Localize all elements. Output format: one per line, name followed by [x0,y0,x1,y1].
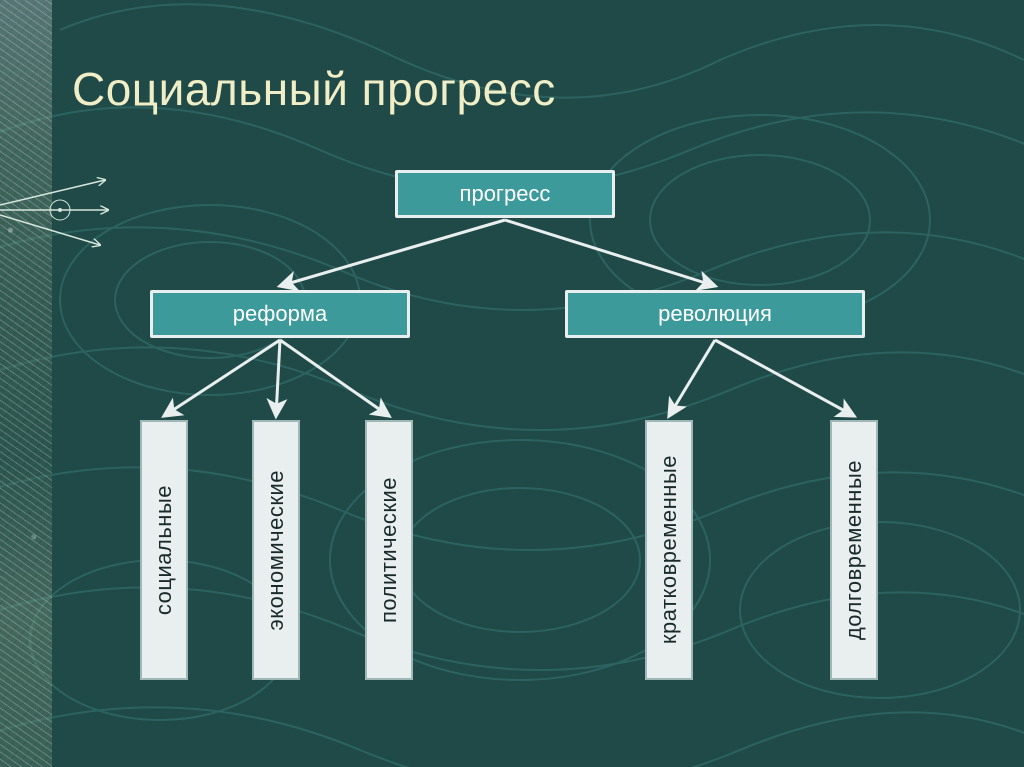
slide-content: Социальный прогресс прогресс реформа рев… [0,0,1024,767]
node-root-label: прогресс [460,181,551,207]
leaf-economic-label: экономические [263,470,289,630]
node-revolution: революция [565,290,865,338]
leaf-political-label: политические [376,477,402,623]
node-reform: реформа [150,290,410,338]
leaf-social-label: социальные [151,485,177,615]
node-root: прогресс [395,170,615,218]
leaf-political: политические [365,420,413,680]
leaf-short-term: кратковременные [645,420,693,680]
leaf-short-term-label: кратковременные [656,455,682,644]
node-reform-label: реформа [233,301,327,327]
slide-title: Социальный прогресс [72,62,556,116]
leaf-social: социальные [140,420,188,680]
leaf-long-term-label: долговременные [841,460,867,640]
node-revol-label: революция [658,301,772,327]
leaf-long-term: долговременные [830,420,878,680]
leaf-economic: экономические [252,420,300,680]
